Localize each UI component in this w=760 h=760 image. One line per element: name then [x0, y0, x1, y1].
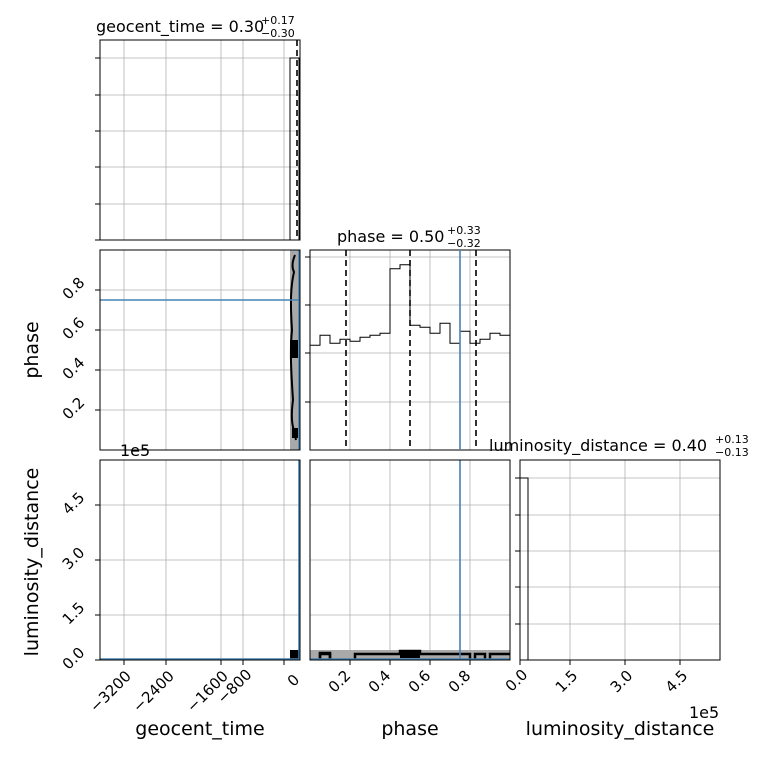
title-distance-plus: +0.13	[715, 433, 749, 446]
density-peak	[400, 650, 420, 658]
density-peak	[290, 340, 298, 358]
y-axis-label-phase: phase	[21, 321, 43, 378]
title-geocent-time-minus: −0.30	[261, 27, 295, 40]
panel-frame	[309, 459, 511, 661]
panel-geocent-time-hist: geocent_time = 0.30 +0.17 −0.30	[95, 14, 301, 241]
y-tick-label-phase: 0.8	[59, 274, 89, 304]
density-peak	[292, 428, 298, 438]
offset-text-distance: 1e5	[120, 441, 150, 460]
y-tick-label-distance: 3.0	[59, 544, 89, 574]
x-tick-label-geocent: −3200	[86, 667, 135, 716]
x-axis-label-distance: luminosity_distance	[526, 718, 715, 740]
x-tick-label-distance: 4.5	[662, 667, 692, 697]
histogram-geocent-time	[289, 57, 300, 240]
histogram-distance	[520, 477, 529, 660]
x-tick-label-phase: 0.8	[445, 667, 475, 697]
panel-phase-hist: phase = 0.50 +0.33 −0.32	[305, 224, 511, 451]
x-tick-label-distance: 3.0	[607, 667, 637, 697]
y-tick-label-phase: 0.2	[59, 394, 89, 424]
panel-phase-vs-geocent: 0.8 0.6 0.4 0.2 phase	[21, 249, 301, 451]
x-tick-label-phase: 0.4	[365, 667, 395, 697]
panel-frame	[99, 39, 301, 241]
title-phase: phase = 0.50	[337, 227, 444, 246]
title-phase-minus: −0.32	[447, 237, 481, 250]
title-phase-plus: +0.33	[447, 224, 481, 237]
title-distance-minus: −0.13	[715, 446, 749, 459]
y-tick-label-distance: 4.5	[59, 489, 89, 519]
density-peak	[290, 650, 299, 659]
title-geocent-time: geocent_time = 0.30	[96, 17, 264, 37]
x-tick-label-geocent: −2400	[129, 667, 178, 716]
y-axis-label-distance: luminosity_distance	[21, 468, 43, 657]
y-tick-label-phase: 0.4	[59, 354, 89, 384]
y-tick-label-distance: 1.5	[59, 599, 89, 629]
panel-frame	[99, 249, 301, 451]
x-tick-label-distance: 1.5	[552, 667, 582, 697]
panel-frame	[519, 459, 721, 661]
title-distance: luminosity_distance = 0.40	[489, 436, 707, 456]
title-geocent-time-plus: +0.17	[261, 14, 295, 27]
panel-distance-vs-geocent: 1e5 4.5 3.0 1.5 0.0 luminosity_distance …	[21, 441, 303, 740]
x-tick-label-distance: 0.0	[502, 666, 532, 696]
x-axis-label-phase: phase	[381, 718, 438, 740]
density-contour	[289, 254, 297, 441]
x-tick-label-phase: 0.6	[405, 667, 435, 697]
y-tick-label-phase: 0.6	[59, 314, 89, 344]
panel-distance-vs-phase: 0.2 0.4 0.6 0.8 phase	[309, 459, 511, 740]
offset-text-distance-x: 1e5	[689, 703, 719, 722]
y-tick-label-distance: 0.0	[59, 644, 89, 674]
panel-distance-hist: 0.0 1.5 3.0 4.5 1e5 luminosity_distance …	[489, 433, 749, 740]
x-tick-label-geocent: 0	[284, 671, 303, 690]
x-tick-label-phase: 0.2	[325, 667, 355, 697]
x-axis-label-geocent: geocent_time	[135, 718, 264, 740]
